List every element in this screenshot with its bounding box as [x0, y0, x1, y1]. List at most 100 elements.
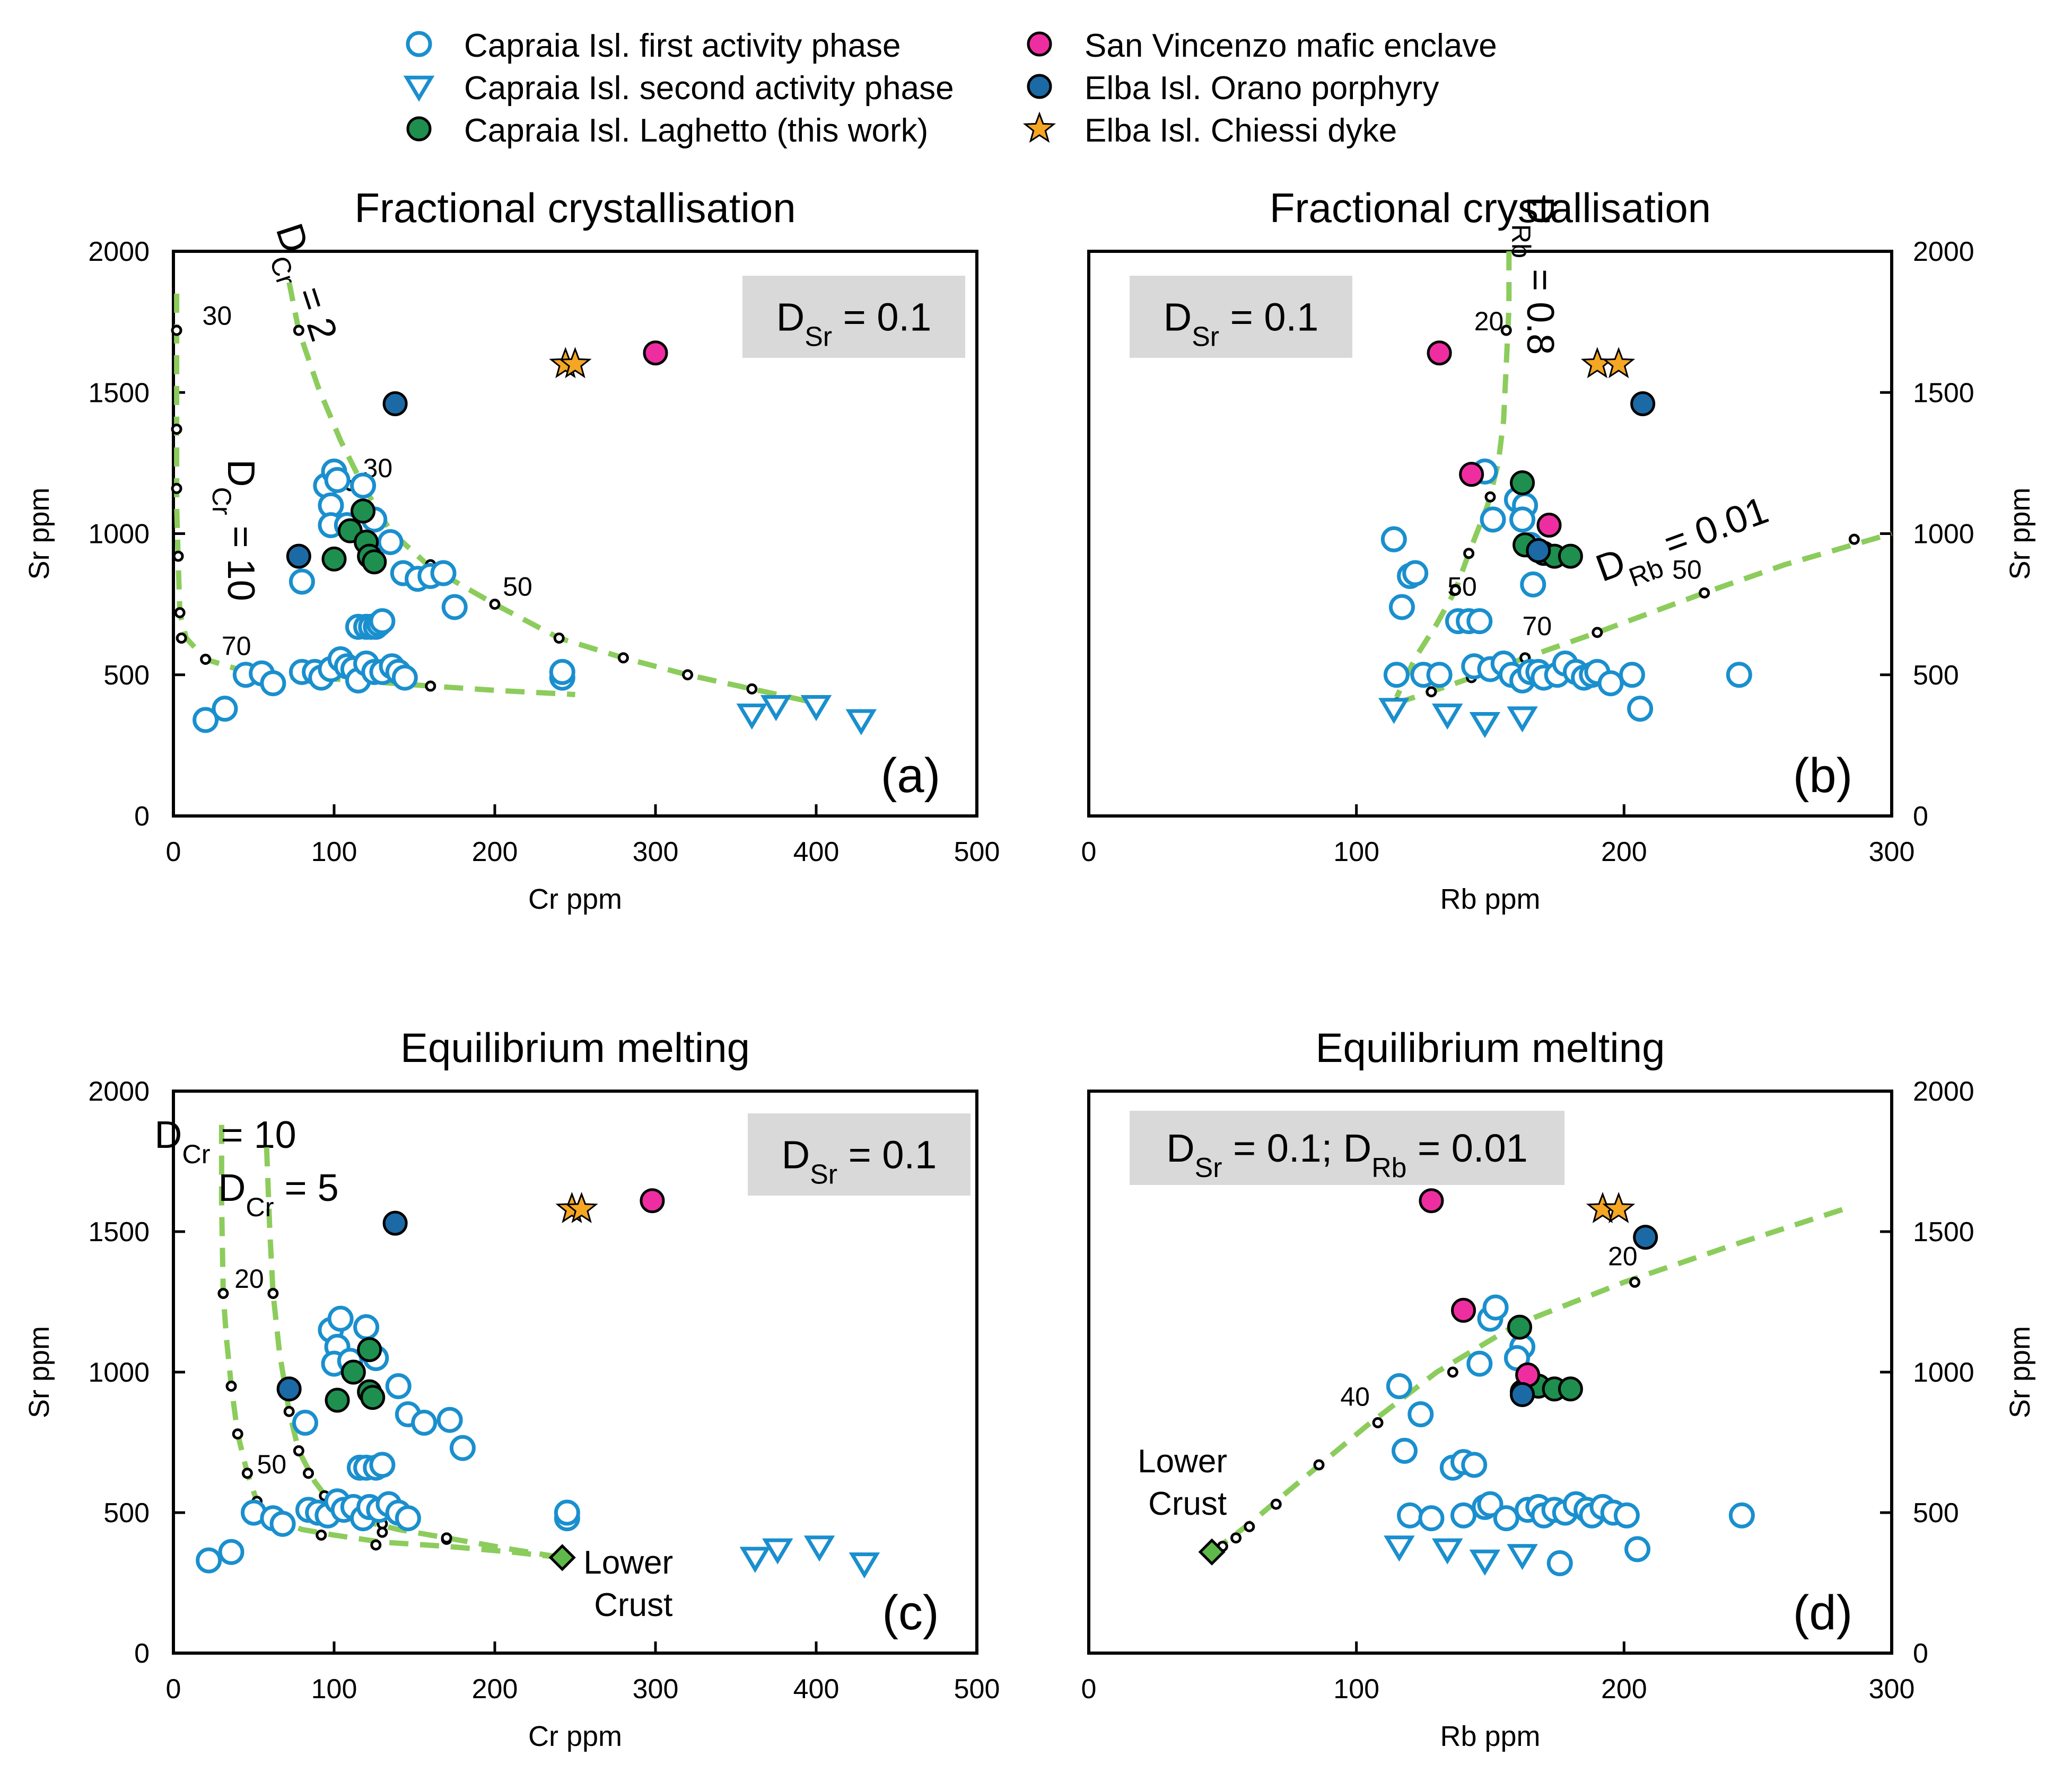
melt-fraction-tick: [1313, 1459, 1325, 1471]
data-point: [449, 1435, 476, 1461]
legend-item-elba-isl-chiessi-dyke: Elba Isl. Chiessi dyke: [1022, 111, 1397, 149]
data-point: [269, 1510, 296, 1537]
x-tick-label: 0: [1081, 1674, 1097, 1705]
melt-fraction-tick: [1372, 1417, 1384, 1428]
panel-letter: (b): [1793, 749, 1852, 803]
legend-marker-capraia-isl-second-activity-phase: [403, 75, 435, 102]
melt-fraction-tick: [377, 1526, 388, 1538]
melt-fraction-label: 70: [1523, 611, 1552, 641]
melt-fraction-tick: [241, 1468, 253, 1479]
melt-fraction-tick: [171, 423, 182, 435]
y-axis-label: Sr ppm: [23, 1326, 55, 1418]
data-point: [1480, 506, 1506, 533]
melt-fraction-tick: [1848, 533, 1860, 545]
x-tick-label: 300: [633, 837, 679, 867]
data-point: [1510, 1382, 1535, 1407]
data-point: [1558, 543, 1583, 569]
d-sr-label-box: [748, 1113, 971, 1196]
data-point: [351, 498, 376, 524]
data-point: [382, 1210, 408, 1236]
x-tick-label: 300: [633, 1674, 679, 1705]
data-point: [1507, 1544, 1538, 1570]
data-point: [558, 347, 592, 379]
series-capraia-isl-first-activity-phase: [193, 458, 575, 733]
series-capraia-isl-first-activity-phase: [196, 1305, 580, 1574]
data-point: [353, 1314, 380, 1340]
data-point: [288, 568, 315, 595]
data-point: [549, 658, 575, 685]
x-tick-label: 0: [166, 837, 181, 867]
y-axis-label: Sr ppm: [2004, 1326, 2036, 1418]
data-point: [1451, 1297, 1476, 1323]
lower-crust-label: Crust: [594, 1587, 672, 1623]
data-point: [1469, 1549, 1501, 1576]
data-point: [286, 543, 311, 569]
data-point: [800, 695, 832, 722]
data-point: [1383, 662, 1410, 688]
model-curve-label: DCr = 10: [154, 1114, 296, 1169]
melt-fraction-tick: [1463, 548, 1475, 559]
data-point: [1392, 1437, 1418, 1464]
lower-crust-marker: [548, 1544, 576, 1571]
data-point: [1388, 594, 1415, 620]
x-tick-label: 500: [954, 1674, 1000, 1705]
data-point: [1602, 1192, 1636, 1223]
legend-item-san-vincenzo-mafic-enclave: San Vincenzo mafic enclave: [1027, 28, 1497, 64]
data-point: [803, 1535, 835, 1562]
data-point: [1469, 712, 1501, 739]
series-capraia-isl-second-activity-phase: [739, 1535, 880, 1579]
melt-fraction-tick: [489, 599, 501, 610]
data-point: [565, 1192, 598, 1223]
data-point: [1477, 1491, 1503, 1517]
data-point: [212, 696, 238, 722]
panel-b: Fractional crystallisation 0 100 200 300 0 500…: [1081, 185, 2036, 915]
data-point: [1507, 706, 1538, 733]
data-point: [1624, 1536, 1651, 1562]
data-point: [1461, 1452, 1488, 1478]
legend-marker-elba-isl-chiessi-dyke: [1022, 111, 1056, 143]
melt-fraction-tick: [553, 633, 565, 644]
melt-fraction-label: 20: [1608, 1242, 1638, 1271]
legend-label: Capraia Isl. first activity phase: [464, 28, 901, 64]
data-point: [1520, 571, 1546, 598]
y-tick-label: 1000: [88, 519, 150, 550]
data-point: [1558, 1376, 1583, 1402]
legend-marker-elba-isl-orano-porphyry: [1027, 74, 1052, 99]
data-point: [1493, 1505, 1519, 1532]
data-point: [1418, 1505, 1445, 1532]
data-point: [430, 560, 457, 586]
melt-fraction-tick: [174, 607, 186, 619]
data-point: [340, 1359, 366, 1385]
panel-letter: (d): [1793, 1586, 1852, 1640]
y-tick-label: 1500: [88, 377, 150, 408]
melt-fraction-tick: [617, 652, 629, 664]
data-point: [276, 1376, 302, 1402]
melt-fraction-tick: [1500, 324, 1512, 336]
data-point: [1728, 1502, 1755, 1529]
panel-title: Fractional crystallisation: [1270, 185, 1711, 231]
d-sr-label: DSr = 0.1: [776, 295, 931, 352]
d-sr-label: DSr = 0.1; DRb = 0.01: [1166, 1126, 1528, 1183]
d-sr-label-box: [742, 276, 965, 358]
data-point: [1526, 538, 1551, 563]
x-tick-label: 500: [954, 837, 1000, 867]
x-tick-label: 100: [1333, 837, 1379, 867]
data-point: [1509, 506, 1536, 533]
data-point: [640, 1188, 665, 1214]
model-curve-line: [264, 1147, 563, 1560]
melt-fraction-tick: [370, 1539, 382, 1551]
data-point: [1380, 526, 1407, 552]
legend: Capraia Isl. first activity phase Capraia…: [403, 28, 1497, 149]
series-elba-isl-chiessi-dyke: [549, 347, 592, 379]
x-axis-label: Cr ppm: [528, 1720, 622, 1752]
model-curve-label: DCr = 10: [207, 459, 263, 601]
data-point: [1386, 1373, 1412, 1399]
x-tick-label: 400: [793, 837, 840, 867]
data-point: [325, 1387, 350, 1413]
series-elba-isl-chiessi-dyke: [1586, 1192, 1636, 1223]
model-curve-label: DCr = 2: [256, 218, 345, 350]
series-capraia-isl-first-activity-phase: [1386, 1294, 1755, 1576]
melt-fraction-tick: [303, 1468, 314, 1479]
x-tick-label: 200: [472, 1674, 518, 1705]
